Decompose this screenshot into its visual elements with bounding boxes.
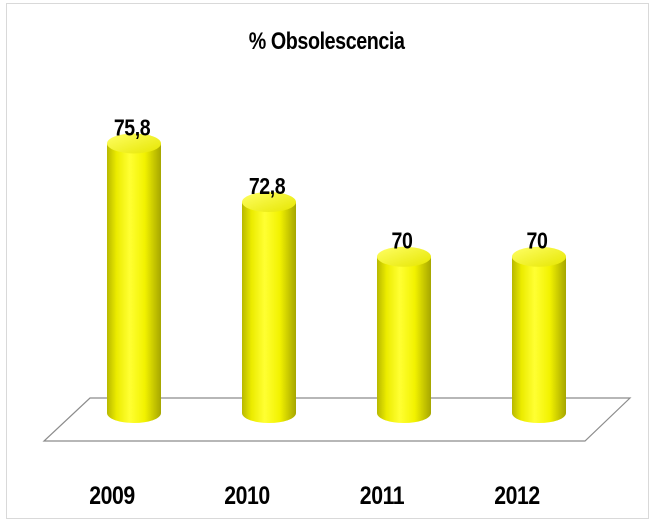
bar-cap [512,246,566,267]
bar-body [377,256,431,423]
data-label: 75,8 [114,115,151,141]
bar-cap [242,192,296,213]
x-tick-label: 2011 [360,481,405,509]
data-label: 70 [527,228,548,254]
bar-body [107,143,161,423]
bar-2009 [107,133,161,423]
bar-2012 [512,246,566,423]
bar-2010 [242,192,296,423]
bar-cap [107,133,161,154]
bar-2011 [377,246,431,423]
x-tick-label: 2009 [89,481,135,509]
data-label: 70 [392,228,413,254]
x-tick-label: 2012 [494,481,540,509]
bar-cap [377,246,431,267]
chart-title: % Obsolescencia [248,28,405,55]
chart-floor [42,397,632,442]
bar-body [512,256,566,423]
data-label: 72,8 [249,174,286,200]
x-tick-label: 2010 [224,481,270,509]
bar-body [242,202,296,423]
